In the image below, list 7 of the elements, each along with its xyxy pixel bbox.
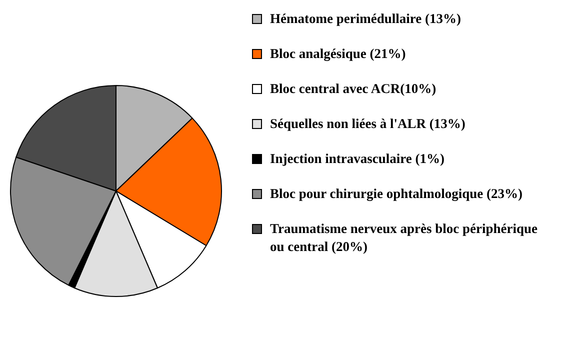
legend-label: Injection intravasculaire (1%)	[270, 150, 444, 168]
legend-label: Bloc pour chirurgie ophtalmologique (23%)	[270, 185, 523, 203]
legend-label: Traumatisme nerveux après bloc périphérique ou central (20%)	[270, 220, 538, 256]
legend-label: Bloc central avec ACR(10%)	[270, 80, 436, 98]
legend-label: Bloc analgésique (21%)	[270, 45, 406, 63]
legend-label: Hématome perimédullaire (13%)	[270, 10, 461, 28]
legend-label: Séquelles non liées à l'ALR (13%)	[270, 115, 466, 133]
